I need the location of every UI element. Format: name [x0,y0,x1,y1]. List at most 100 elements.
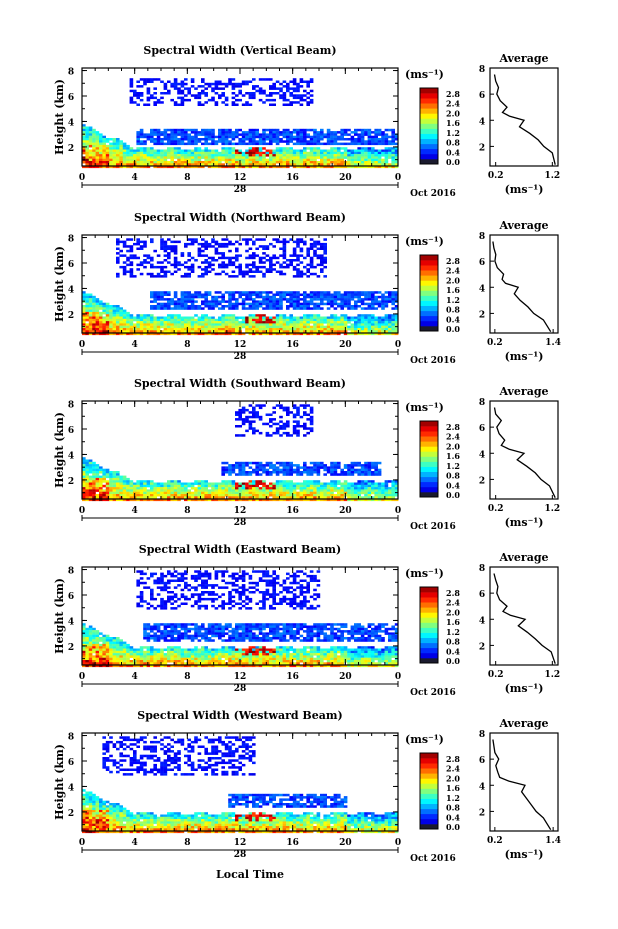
heatmap-cell [364,161,368,164]
heatmap-cell [160,92,164,95]
heatmap-cell [265,268,270,271]
heatmap-cell [258,156,263,159]
heatmap-cell [156,98,161,102]
heatmap-cell [136,149,140,152]
heatmap-cell [190,325,195,329]
heatmap-cell [82,307,86,310]
heatmap-cell [92,149,96,152]
heatmap-cell [207,163,212,166]
heatmap-cell [109,328,113,331]
heatmap-cell [119,156,123,159]
heatmap-cell [187,265,191,269]
heatmap-cell [337,318,341,322]
heatmap-cell [282,94,287,97]
heatmap-cell [296,163,300,166]
heatmap-cell [265,154,270,157]
heatmap-cell [279,307,283,310]
heatmap-cell [343,325,348,329]
heatmap-cell [133,165,137,169]
heatmap-cell [109,163,113,166]
heatmap-cell [313,135,317,139]
heatmap-cell [289,489,293,492]
heatmap-cell [235,434,239,437]
heatmap-cell [116,471,120,474]
heatmap-cell [303,487,307,490]
heatmap-cell [187,298,191,301]
heatmap-cell [122,149,127,152]
heatmap-cell [201,482,205,485]
heatmap-cell [320,498,324,502]
heatmap-cell [286,293,290,296]
heatmap-cell [357,135,361,139]
colorbar-tick-label: 2.0 [446,275,460,285]
heatmap-cell [153,154,157,157]
heatmap-cell [306,293,310,296]
heatmap-cell [377,491,382,495]
heatmap-cell [371,163,375,166]
heatmap-cell [129,261,134,264]
heatmap-cell [245,242,249,246]
heatmap-cell [204,480,208,483]
heatmap-cell [377,489,382,492]
heatmap-cell [282,92,287,95]
heatmap-cell [204,247,208,250]
heatmap-cell [211,158,215,162]
heatmap-cell [367,328,372,331]
heatmap-cell [323,482,327,485]
heatmap-cell [163,142,168,146]
heatmap-cell [354,482,358,485]
heatmap-cell [136,242,140,246]
heatmap-cell [160,484,164,488]
heatmap-cell [163,156,168,159]
heatmap-cell [252,429,256,433]
heatmap-cell [299,163,304,166]
heatmap-cell [286,468,290,472]
heatmap-cell [292,300,297,303]
heatmap-cell [143,480,147,483]
heatmap-cell [116,275,120,278]
heatmap-cell [248,80,253,83]
heatmap-cell [337,332,341,336]
heatmap-cell [85,142,89,146]
heatmap-cell [306,489,310,492]
heatmap-cell [170,82,174,86]
heatmap-cell [262,494,266,497]
heatmap-cell [173,332,178,336]
heatmap-cell [146,254,151,257]
heatmap-cell [150,154,154,157]
heatmap-cell [163,328,168,331]
heatmap-cell [367,149,372,152]
heatmap-cell [394,321,399,324]
heatmap-cell [340,165,344,169]
heatmap-cell [146,149,151,152]
heatmap-cell [119,140,123,143]
heatmap-cell [207,494,212,497]
heatmap-cell [204,487,208,490]
heatmap-cell [146,80,151,83]
heatmap-cell [248,298,253,301]
heatmap-cell [255,161,259,164]
heatmap-cell [282,140,287,143]
heatmap-cell [296,482,300,485]
heatmap-cell [214,142,219,146]
heatmap-cell [95,163,100,166]
heatmap-cell [150,161,154,164]
heatmap-cell [286,128,290,132]
heatmap-cell [180,252,185,255]
heatmap-cell [316,323,321,326]
heatmap-cell [119,165,123,169]
heatmap-cell [286,307,290,310]
heatmap-cell [330,154,334,157]
heatmap-cell [364,496,368,499]
heatmap-cell [262,133,266,136]
heatmap-cell [354,302,358,306]
heatmap-cell [360,466,365,469]
heatmap-cell [201,318,205,322]
heatmap-cell [221,484,225,488]
heatmap-cell [211,245,215,248]
heatmap-cell [367,323,372,326]
heatmap-cell [167,238,171,241]
average-frame [489,234,559,334]
heatmap-cell [221,261,225,264]
heatmap-cell [129,89,134,93]
